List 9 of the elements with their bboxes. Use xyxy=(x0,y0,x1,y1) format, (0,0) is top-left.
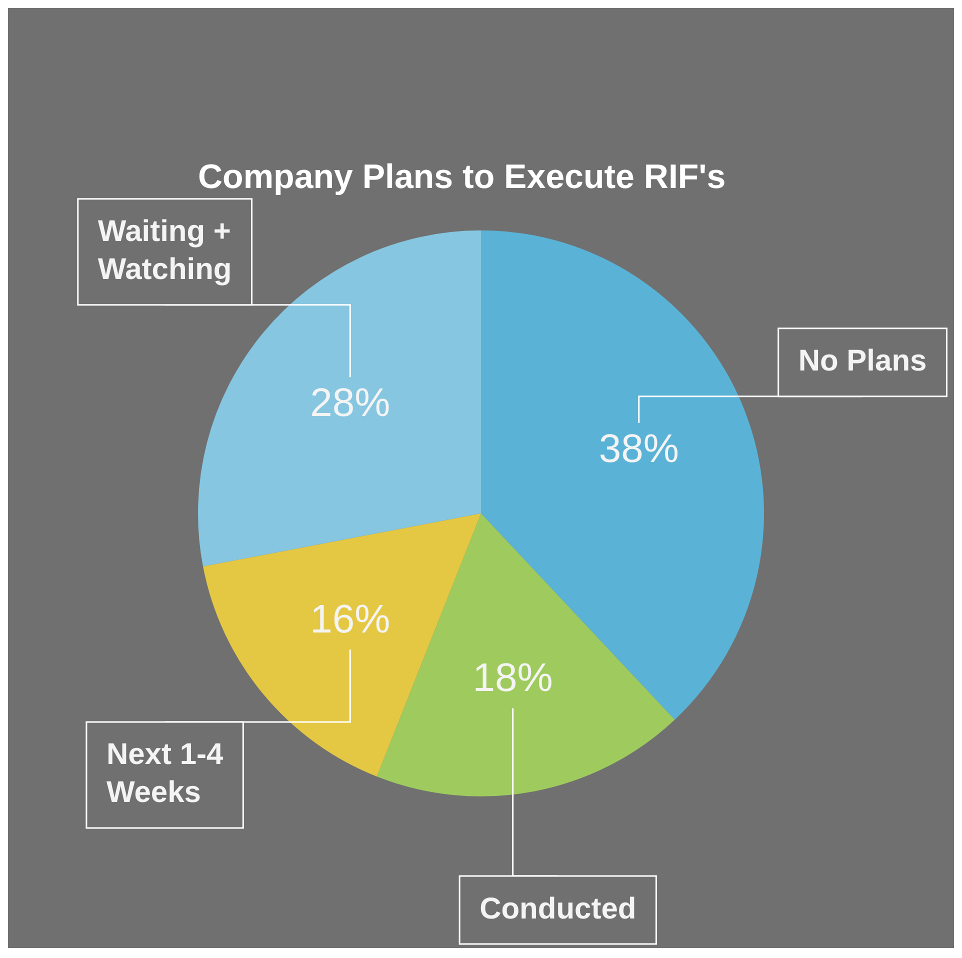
data-label: 18% xyxy=(472,656,553,700)
slice-label: Next 1-4 Weeks xyxy=(106,738,224,810)
chart-title: Company Plans to Execute RIF's xyxy=(198,158,726,196)
slice-label: Waiting + Watching xyxy=(98,215,232,286)
data-label: 38% xyxy=(598,426,679,471)
data-label: 28% xyxy=(310,381,390,426)
slice-label: Conducted xyxy=(480,892,636,926)
data-label: 16% xyxy=(310,598,390,642)
slice-label: No Plans xyxy=(798,344,927,378)
